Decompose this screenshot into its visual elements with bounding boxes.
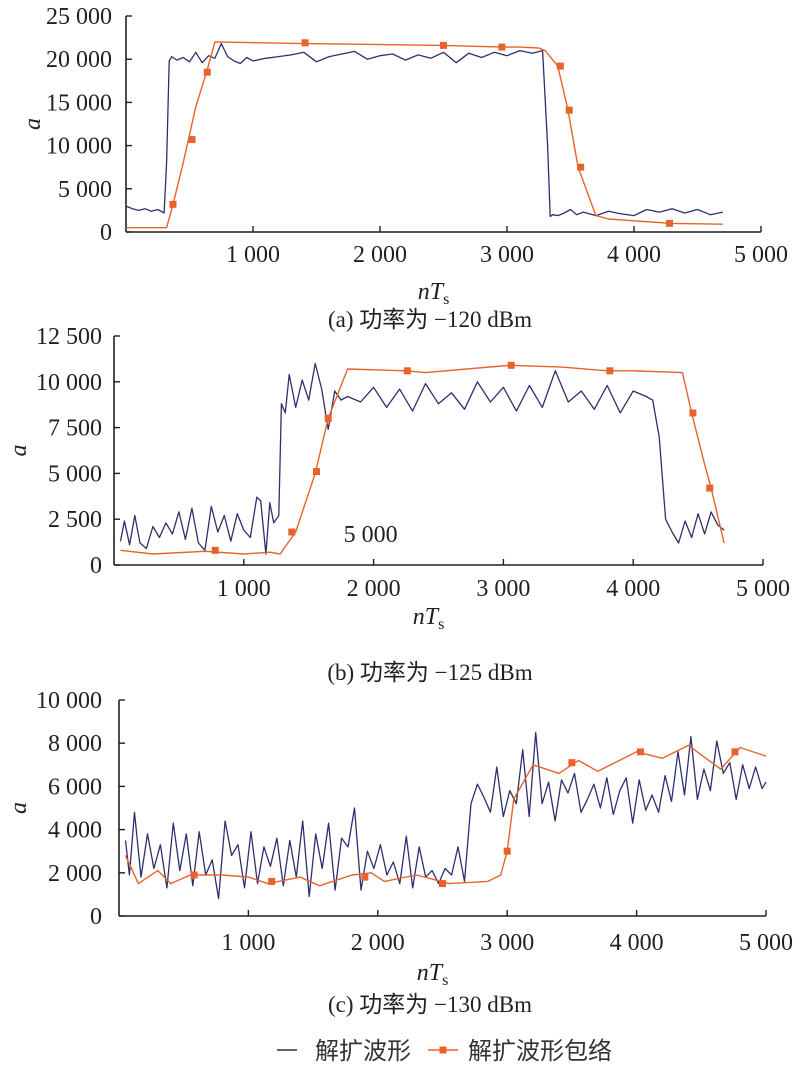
x-tick-label: 1 000	[221, 930, 275, 956]
x-axis-title: nTs	[417, 960, 449, 989]
y-tick-label: 7 500	[48, 416, 102, 442]
y-tick-label: 2 500	[48, 507, 102, 533]
despread-envelope-line	[126, 41, 723, 229]
envelope-marker	[556, 62, 564, 70]
legend-label: 解扩波形	[315, 1037, 411, 1065]
x-tick-label: 4 000	[610, 930, 664, 956]
envelope-marker	[203, 68, 211, 76]
envelope-marker	[689, 409, 697, 417]
envelope-marker	[301, 39, 309, 47]
x-tick-label: 3 000	[480, 930, 534, 956]
envelope-marker	[361, 873, 369, 881]
envelope-marker	[568, 759, 576, 767]
chart-annotation: 5 000	[344, 522, 398, 548]
y-axis-title: a	[20, 118, 46, 130]
y-tick-label: 5 000	[58, 177, 112, 203]
envelope-marker	[440, 41, 447, 49]
despread-envelope-line	[120, 364, 725, 555]
y-tick-label: 4 000	[48, 818, 102, 844]
legend-label: 解扩波形包络	[468, 1037, 612, 1065]
legend: 解扩波形 解扩波形包络	[277, 1037, 612, 1065]
y-tick-label: 15 000	[46, 90, 112, 116]
envelope-marker	[606, 367, 614, 375]
chart-caption: (b) 功率为 −125 dBm	[327, 660, 532, 685]
x-tick-label: 5 000	[739, 930, 793, 956]
envelope-marker	[288, 528, 296, 536]
envelope-marker	[498, 43, 506, 51]
envelope-marker	[666, 219, 674, 227]
envelope-marker	[324, 414, 332, 422]
x-tick-label: 2 000	[347, 576, 401, 602]
y-tick-label: 20 000	[46, 47, 112, 73]
y-tick-label: 10 000	[36, 370, 102, 396]
envelope-marker	[507, 361, 515, 369]
envelope-marker	[268, 877, 276, 885]
x-tick-label: 5 000	[736, 576, 790, 602]
envelope-marker	[439, 880, 446, 888]
envelope-marker	[312, 468, 320, 476]
x-tick-label: 5 000	[734, 242, 788, 268]
x-tick-label: 3 000	[476, 576, 530, 602]
x-tick-label: 1 000	[217, 576, 271, 602]
envelope-marker	[211, 546, 219, 554]
envelope-marker	[731, 748, 739, 756]
chart-panel-1: 0 5 000 10 000 15 000 20 000 25 000 1 000 2 000…	[20, 4, 788, 332]
chart-panel-3: 0 2 000 4 000 6 000 8 000 10 000 1 000 2 000 3 0…	[6, 688, 793, 1017]
envelope-marker	[169, 200, 177, 208]
despread-waveform-line	[124, 731, 767, 900]
x-tick-label: 3 000	[480, 242, 534, 268]
y-axis-title: a	[6, 445, 32, 457]
y-tick-label: 0	[90, 553, 102, 579]
despread-waveform-line	[125, 42, 724, 218]
y-tick-label: 10 000	[46, 134, 112, 160]
y-tick-label: 0	[90, 904, 102, 930]
chart-caption: (c) 功率为 −130 dBm	[328, 992, 532, 1017]
x-tick-label: 4 000	[606, 576, 660, 602]
y-tick-label: 12 500	[36, 324, 102, 350]
y-axis-title: a	[6, 802, 32, 814]
y-tick-label: 8 000	[48, 731, 102, 757]
envelope-marker	[636, 748, 644, 756]
x-tick-label: 2 000	[351, 930, 405, 956]
envelope-marker	[577, 163, 585, 171]
y-tick-label: 6 000	[48, 774, 102, 800]
envelope-marker	[188, 136, 196, 144]
chart-panel-2: 0 2 500 5 000 7 500 10 000 12 500 1 000 2 000 3 …	[6, 324, 790, 685]
y-tick-label: 0	[100, 220, 112, 246]
despread-envelope-line	[124, 744, 767, 887]
y-tick-label: 25 000	[46, 4, 112, 30]
x-axis-title: nTs	[413, 604, 445, 633]
x-tick-label: 2 000	[353, 242, 407, 268]
x-tick-label: 1 000	[226, 242, 280, 268]
x-tick-label: 4 000	[607, 242, 661, 268]
legend-square-marker-icon	[439, 1046, 447, 1054]
envelope-marker	[403, 367, 411, 375]
envelope-marker	[190, 871, 198, 879]
chart-caption: (a) 功率为 −120 dBm	[328, 307, 532, 332]
envelope-marker	[503, 847, 511, 855]
despread-waveform-line	[119, 362, 725, 555]
envelope-marker	[706, 484, 714, 492]
envelope-marker	[565, 106, 573, 114]
y-tick-label: 2 000	[48, 861, 102, 887]
x-axis-title: nTs	[418, 279, 450, 308]
y-tick-label: 5 000	[48, 461, 102, 487]
y-tick-label: 10 000	[36, 688, 102, 714]
